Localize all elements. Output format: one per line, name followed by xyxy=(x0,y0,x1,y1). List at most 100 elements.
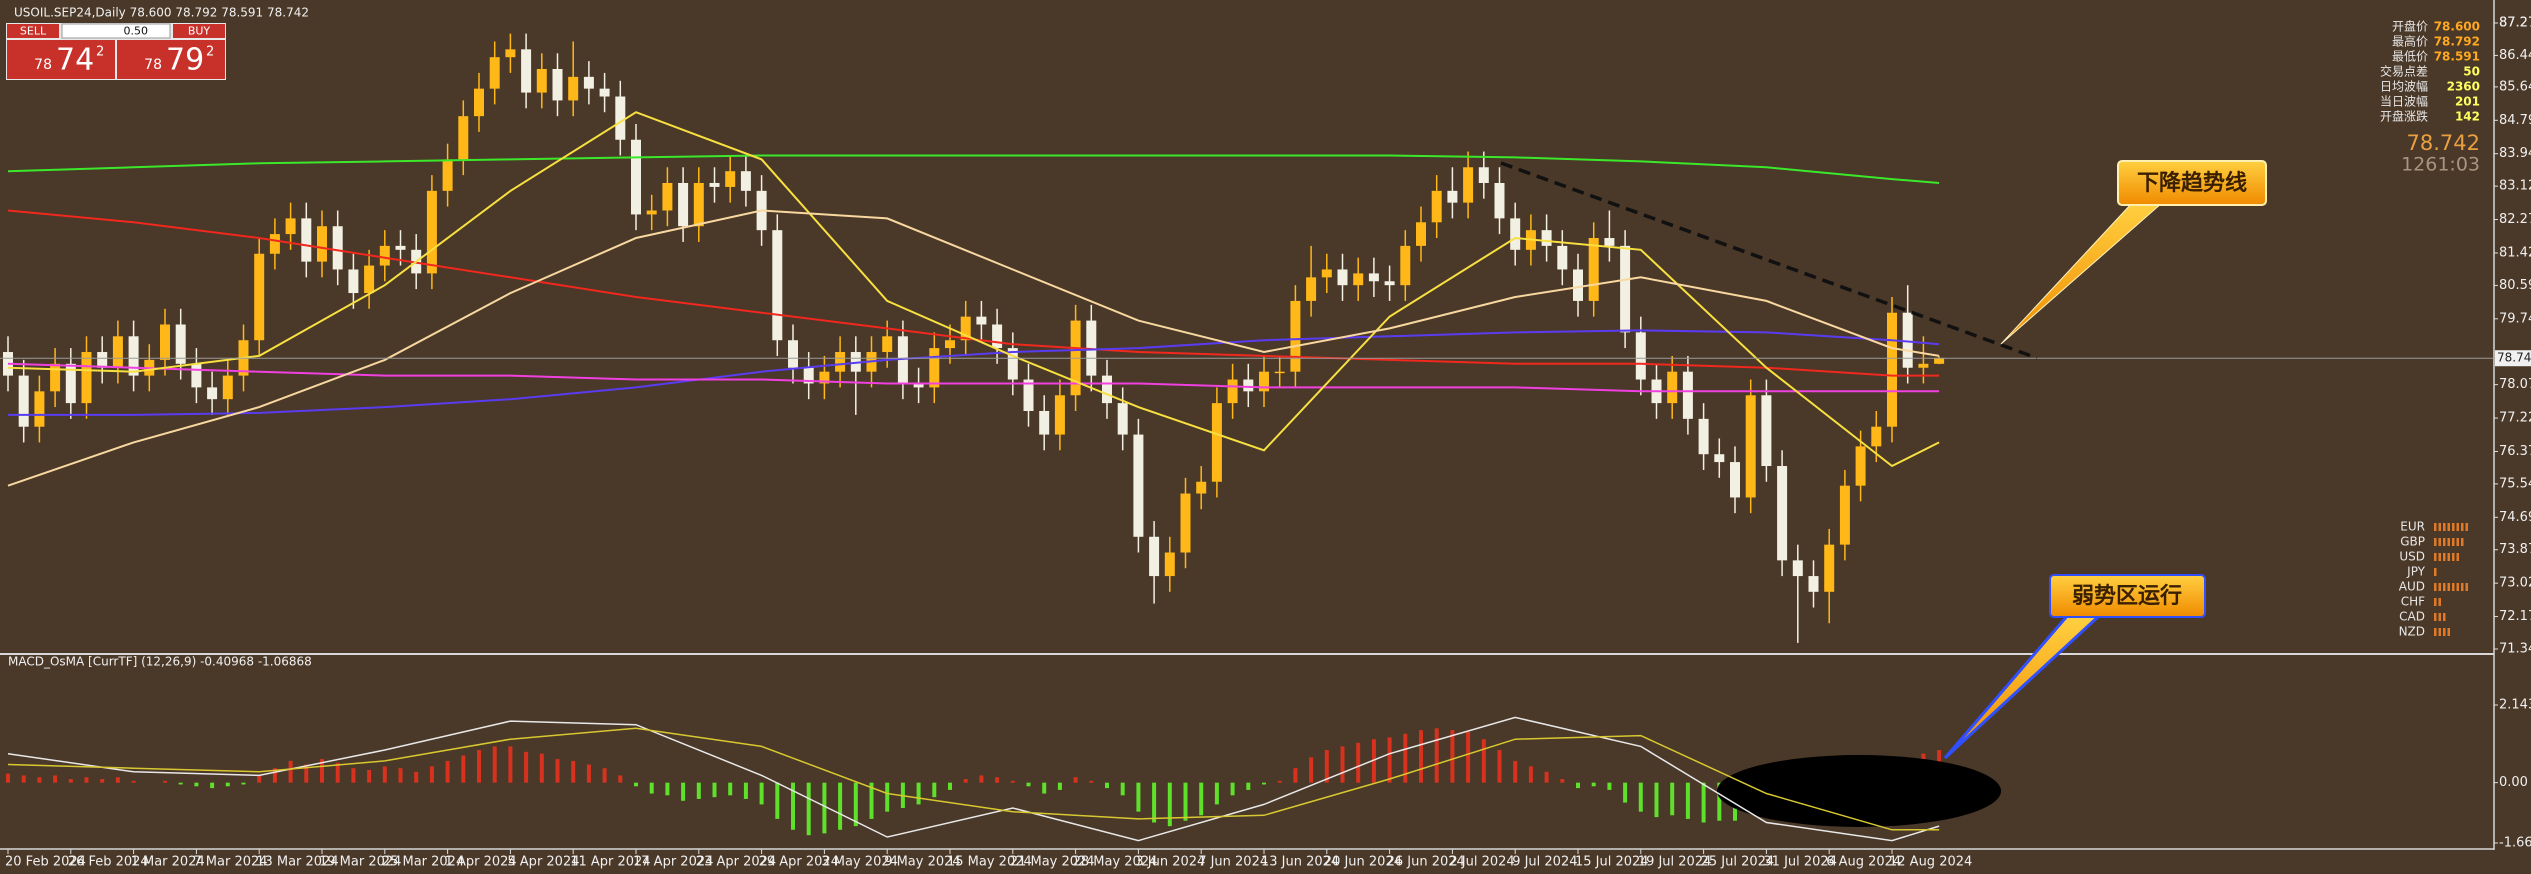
lot-input[interactable] xyxy=(61,23,171,39)
candle-body xyxy=(1761,395,1772,467)
histogram-bar xyxy=(1230,782,1235,796)
histogram-bar xyxy=(1654,782,1659,818)
currency-label: EUR xyxy=(2400,520,2425,534)
histogram-bar xyxy=(194,782,199,787)
info-value: 78.591 xyxy=(2434,50,2480,64)
candle-body xyxy=(1698,418,1709,455)
y-tick-label: 81.420 xyxy=(2499,245,2531,260)
candle-body xyxy=(1102,375,1112,404)
histogram-bar xyxy=(53,775,58,783)
histogram-bar xyxy=(759,782,764,805)
info-label: 日均波幅 xyxy=(2380,79,2428,94)
y-tick-label: 77.220 xyxy=(2499,411,2531,426)
macd-line xyxy=(7,716,1940,842)
bid-box[interactable] xyxy=(7,40,115,79)
macd-line xyxy=(7,727,1940,831)
histogram-bar xyxy=(1042,782,1047,794)
candle-body xyxy=(1588,238,1599,301)
candle-body xyxy=(1306,277,1317,301)
histogram-bar xyxy=(492,746,497,783)
x-tick-label: 3 May 2024 xyxy=(821,855,898,870)
histogram-bar xyxy=(1214,782,1219,805)
x-tick-label: 3 Jun 2024 xyxy=(1135,855,1205,870)
y-tick-label: 87.270 xyxy=(2499,16,2531,31)
histogram-bar xyxy=(1246,782,1251,790)
histogram-bar xyxy=(225,782,230,787)
buy-label[interactable]: BUY xyxy=(188,25,211,38)
x-tick-label: 21 May 2024 xyxy=(1010,855,1095,870)
histogram-bar xyxy=(351,768,356,783)
y-tick-label: 84.795 xyxy=(2499,113,2531,128)
candle-body xyxy=(1447,190,1458,203)
sell-button[interactable] xyxy=(7,24,59,38)
histogram-bar xyxy=(822,782,827,834)
candle-body xyxy=(1463,167,1474,203)
histogram-bar xyxy=(382,766,387,783)
histogram-bar xyxy=(885,782,890,812)
ask-box[interactable] xyxy=(117,40,225,79)
x-tick-label: 15 May 2024 xyxy=(947,855,1032,870)
annotation-box xyxy=(2049,574,2206,618)
info-label: 交易点差 xyxy=(2380,64,2428,79)
x-tick-label: 20 Feb 2024 xyxy=(5,855,86,870)
histogram-bar xyxy=(1183,782,1188,821)
histogram-bar xyxy=(1481,739,1486,783)
candle-body xyxy=(819,371,830,384)
info-value: 142 xyxy=(2455,110,2480,124)
histogram-bar xyxy=(1371,739,1376,783)
moving-average xyxy=(7,111,1940,468)
y-tick-label: -1.6651 xyxy=(2499,836,2531,851)
lot-value[interactable]: 0.50 xyxy=(124,25,149,38)
candle-body xyxy=(693,182,704,227)
x-tick-label: 13 Mar 2024 xyxy=(256,855,338,870)
y-tick-label: 2.1432 xyxy=(2499,698,2531,713)
candle-body xyxy=(1180,493,1191,553)
candle-body xyxy=(1494,182,1505,219)
candle-body xyxy=(678,182,689,227)
histogram-bar xyxy=(304,764,309,783)
candle-body xyxy=(725,171,736,187)
macd-title: MACD_OsMA [CurrTF] (12,26,9) -0.40968 -1… xyxy=(8,655,312,669)
candle-body xyxy=(1934,358,1945,364)
candle-body xyxy=(992,324,1003,349)
candle-body xyxy=(1682,371,1693,419)
x-tick-label: 7 Jun 2024 xyxy=(1198,855,1268,870)
info-value: 201 xyxy=(2455,95,2480,109)
histogram-bar xyxy=(775,782,780,819)
candle-body xyxy=(395,245,406,250)
histogram-bar xyxy=(100,779,105,783)
histogram-bar xyxy=(1120,782,1125,796)
info-value: 50 xyxy=(2463,65,2480,79)
candle-body xyxy=(112,336,123,368)
histogram-bar xyxy=(1026,782,1031,787)
histogram-bar xyxy=(1293,768,1298,783)
currency-label: NZD xyxy=(2399,625,2425,639)
histogram-bar xyxy=(1105,782,1109,789)
candle-body xyxy=(285,218,296,235)
histogram-bar xyxy=(634,782,638,787)
histogram-bar xyxy=(1089,780,1094,783)
currency-label: USD xyxy=(2399,550,2425,564)
candle-body xyxy=(1871,426,1882,447)
candle-body xyxy=(536,68,547,93)
y-tick-label: 73.020 xyxy=(2499,576,2531,591)
info-value: 78.600 xyxy=(2434,20,2480,34)
moving-average xyxy=(7,209,1940,377)
candle-body xyxy=(1007,348,1018,380)
buy-button[interactable] xyxy=(173,24,225,38)
y-tick-label: 79.745 xyxy=(2499,311,2531,326)
histogram-bar xyxy=(1576,782,1580,789)
candle-body xyxy=(474,88,484,117)
sell-label[interactable]: SELL xyxy=(20,25,47,38)
candle-body xyxy=(348,269,359,294)
candle-body xyxy=(301,218,312,262)
histogram-bar xyxy=(649,782,654,794)
histogram-bar xyxy=(508,746,513,783)
plot-layer xyxy=(0,33,2494,836)
highlight-ellipse xyxy=(1717,755,2001,827)
candle-body xyxy=(1620,245,1631,333)
candle-body xyxy=(1730,462,1740,498)
